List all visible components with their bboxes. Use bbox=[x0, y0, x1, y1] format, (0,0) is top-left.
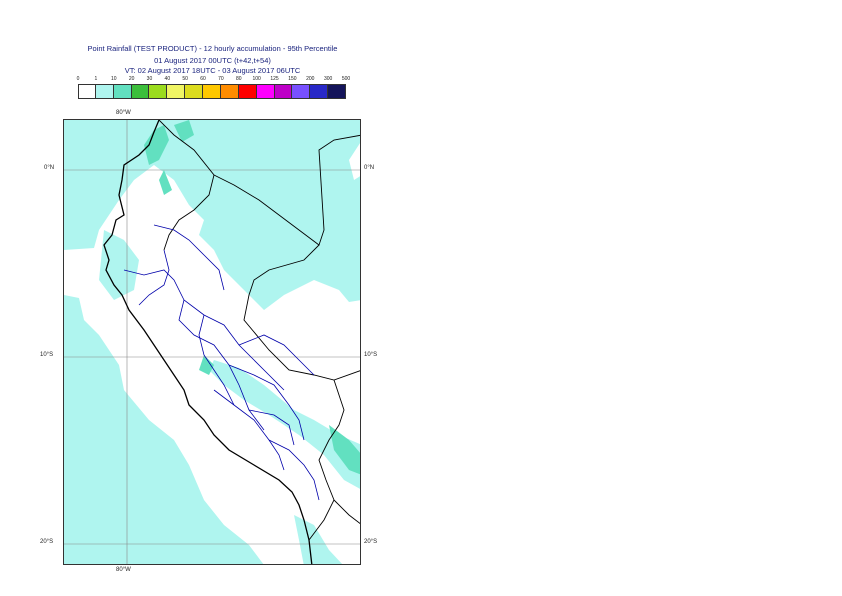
legend-tick-label: 200 bbox=[306, 76, 315, 82]
legend-swatch bbox=[203, 84, 221, 99]
legend-swatch bbox=[220, 84, 239, 99]
legend-swatch bbox=[131, 84, 150, 99]
legend-tick-label: 100 bbox=[252, 76, 261, 82]
coastline bbox=[103, 120, 313, 564]
legend-swatch bbox=[238, 84, 257, 99]
lat-label-right-10: 10°S bbox=[364, 352, 378, 358]
legend-tick-label: 20 bbox=[128, 76, 135, 82]
legend-tick-label: 1 bbox=[94, 76, 98, 82]
department-borders bbox=[123, 224, 320, 501]
legend-swatch bbox=[149, 84, 168, 99]
lon-label-top: 80°W bbox=[116, 110, 131, 116]
lat-label-right-0: 0°N bbox=[364, 165, 375, 171]
country-borders bbox=[158, 120, 360, 541]
lat-label-right-20: 20°S bbox=[364, 539, 378, 545]
legend-swatch bbox=[328, 84, 346, 99]
map-panel bbox=[63, 119, 361, 565]
legend-tick-label: 500 bbox=[341, 76, 351, 82]
validity-time: VT: 02 August 2017 18UTC - 03 August 201… bbox=[124, 66, 301, 75]
rainfall-light-shading bbox=[64, 120, 360, 564]
map-svg bbox=[64, 120, 360, 564]
lon-label-bottom: 80°W bbox=[116, 567, 131, 573]
lat-label-left-0: 0°N bbox=[44, 165, 55, 171]
legend-tick-label: 150 bbox=[288, 76, 297, 82]
legend-swatch bbox=[167, 84, 186, 99]
run-time: 01 August 2017 00UTC (t+42,t+54) bbox=[154, 56, 271, 65]
legend-tick-label: 0 bbox=[76, 76, 80, 82]
legend-tick-label: 40 bbox=[164, 76, 171, 82]
lat-label-left-20: 20°S bbox=[40, 539, 54, 545]
legend-tick-label: 70 bbox=[218, 76, 224, 82]
legend-swatch bbox=[274, 84, 293, 99]
legend-swatch bbox=[256, 84, 275, 99]
lat-label-left-10: 10°S bbox=[40, 352, 54, 358]
legend-swatch bbox=[185, 84, 204, 99]
legend-swatch bbox=[78, 84, 96, 99]
legend-tick-label: 60 bbox=[200, 76, 206, 82]
legend-swatch bbox=[292, 84, 311, 99]
legend-tick-label: 80 bbox=[236, 76, 242, 82]
chart-title: Point Rainfall (TEST PRODUCT) - 12 hourl… bbox=[87, 44, 338, 53]
legend-tick-label: 125 bbox=[270, 76, 279, 82]
legend-swatch bbox=[95, 84, 114, 99]
legend-swatch bbox=[310, 84, 329, 99]
legend-swatch bbox=[113, 84, 132, 99]
legend-tick-label: 30 bbox=[146, 76, 153, 82]
legend-tick-label: 10 bbox=[110, 76, 117, 82]
legend-tick-label: 300 bbox=[323, 76, 333, 82]
graticule bbox=[64, 120, 360, 564]
rainfall-medium-shading bbox=[144, 120, 360, 475]
legend-tick-label: 50 bbox=[182, 76, 188, 82]
